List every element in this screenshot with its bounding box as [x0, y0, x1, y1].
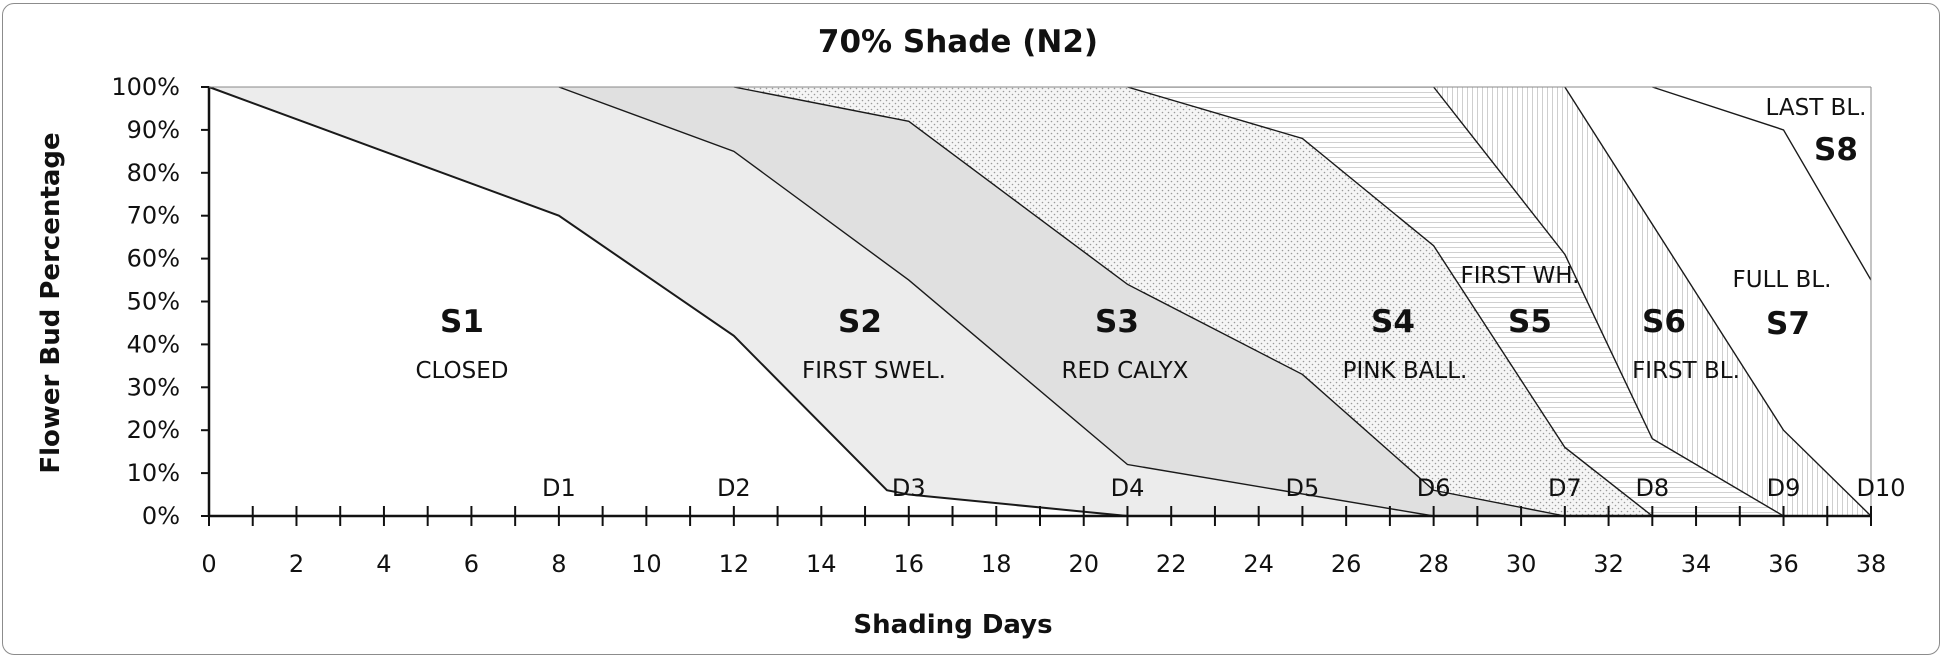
- stage-name-s4: PINK BALL.: [1343, 358, 1468, 384]
- axes: [201, 86, 1872, 526]
- x-tick-label: 2: [289, 550, 304, 578]
- day-marker-d4: D4: [1111, 474, 1145, 502]
- x-tick-label: 38: [1856, 550, 1887, 578]
- day-marker-d1: D1: [542, 474, 576, 502]
- y-tick-label: 40%: [127, 330, 180, 358]
- stage-name-s6: FIRST BL.: [1632, 358, 1740, 384]
- stage-name-s5: FIRST WH.: [1461, 263, 1580, 289]
- stage-code-s6: S6: [1642, 304, 1686, 340]
- stage-name-s3: RED CALYX: [1062, 358, 1189, 384]
- y-tick-label: 0%: [142, 502, 180, 530]
- x-tick-label: 4: [376, 550, 391, 578]
- x-tick-label: 32: [1593, 550, 1624, 578]
- boundary-line-6: [1564, 86, 1872, 517]
- stage-name-s7: FULL BL.: [1733, 267, 1832, 293]
- day-marker-d3: D3: [892, 474, 926, 502]
- x-tick-label: 10: [631, 550, 662, 578]
- y-tick-label: 100%: [111, 73, 180, 101]
- stage-code-s7: S7: [1766, 306, 1810, 342]
- day-marker-d9: D9: [1767, 474, 1801, 502]
- stage-labels: S1 CLOSED S2 FIRST SWEL. S3 RED CALYX S4 PINK B…: [416, 95, 1867, 384]
- boundary-line-2: [558, 86, 1434, 517]
- y-tick-label: 80%: [127, 159, 180, 187]
- stage-name-s2: FIRST SWEL.: [802, 358, 946, 384]
- x-tick-label: 8: [551, 550, 566, 578]
- y-tick-label: 90%: [127, 116, 180, 144]
- x-tick-label: 6: [464, 550, 479, 578]
- region-s1: [209, 87, 1128, 516]
- x-tick-label: 16: [894, 550, 925, 578]
- stage-code-s1: S1: [440, 304, 484, 340]
- x-axis-title: Shading Days: [853, 610, 1052, 640]
- y-tick-label: 10%: [127, 459, 180, 487]
- stage-name-s8: LAST BL.: [1766, 95, 1867, 121]
- y-tick-label: 20%: [127, 416, 180, 444]
- x-tick-label: 30: [1506, 550, 1537, 578]
- boundary-line-5: [1433, 86, 1784, 517]
- tick-labels: 0 2 4 6 8 10 12 14 16 18 20 22 24 26 28 30 32 34 36 380%10%…: [111, 73, 1886, 578]
- day-marker-d2: D2: [717, 474, 751, 502]
- stage-code-s5: S5: [1508, 304, 1552, 340]
- x-tick-label: 34: [1681, 550, 1712, 578]
- x-tick-label: 14: [806, 550, 837, 578]
- y-tick-label: 50%: [127, 288, 180, 316]
- x-tick-label: 20: [1068, 550, 1099, 578]
- day-marker-d10: D10: [1856, 474, 1905, 502]
- stage-code-s4: S4: [1371, 304, 1415, 340]
- y-axis-title: Flower Bud Percentage: [36, 132, 66, 473]
- boundary-line-1: [208, 86, 1128, 517]
- x-tick-label: 22: [1156, 550, 1187, 578]
- day-marker-labels: D1 D2 D3 D4 D5 D6 D7 D8 D9 D10: [542, 474, 1905, 502]
- y-tick-label: 30%: [127, 373, 180, 401]
- x-tick-label: 0: [201, 550, 216, 578]
- y-tick-label: 60%: [127, 245, 180, 273]
- x-tick-label: 36: [1768, 550, 1799, 578]
- stage-regions: [209, 87, 1871, 516]
- stage-name-s1: CLOSED: [416, 358, 509, 384]
- x-tick-label: 28: [1418, 550, 1449, 578]
- stage-code-s2: S2: [838, 304, 882, 340]
- chart-title: 70% Shade (N2): [818, 24, 1098, 60]
- boundary-line-3: [733, 86, 1565, 517]
- day-marker-d8: D8: [1635, 474, 1669, 502]
- day-marker-d7: D7: [1548, 474, 1582, 502]
- x-tick-label: 12: [719, 550, 750, 578]
- stage-boundaries: [208, 86, 1872, 517]
- day-marker-d6: D6: [1417, 474, 1451, 502]
- y-tick-label: 70%: [127, 202, 180, 230]
- x-tick-label: 26: [1331, 550, 1362, 578]
- x-tick-label: 24: [1243, 550, 1274, 578]
- stage-code-s8: S8: [1814, 132, 1858, 168]
- stage-code-s3: S3: [1095, 304, 1139, 340]
- x-tick-label: 18: [981, 550, 1012, 578]
- boundary-line-4: [1127, 86, 1653, 517]
- day-marker-d5: D5: [1286, 474, 1320, 502]
- boundary-line-7: [1652, 86, 1872, 281]
